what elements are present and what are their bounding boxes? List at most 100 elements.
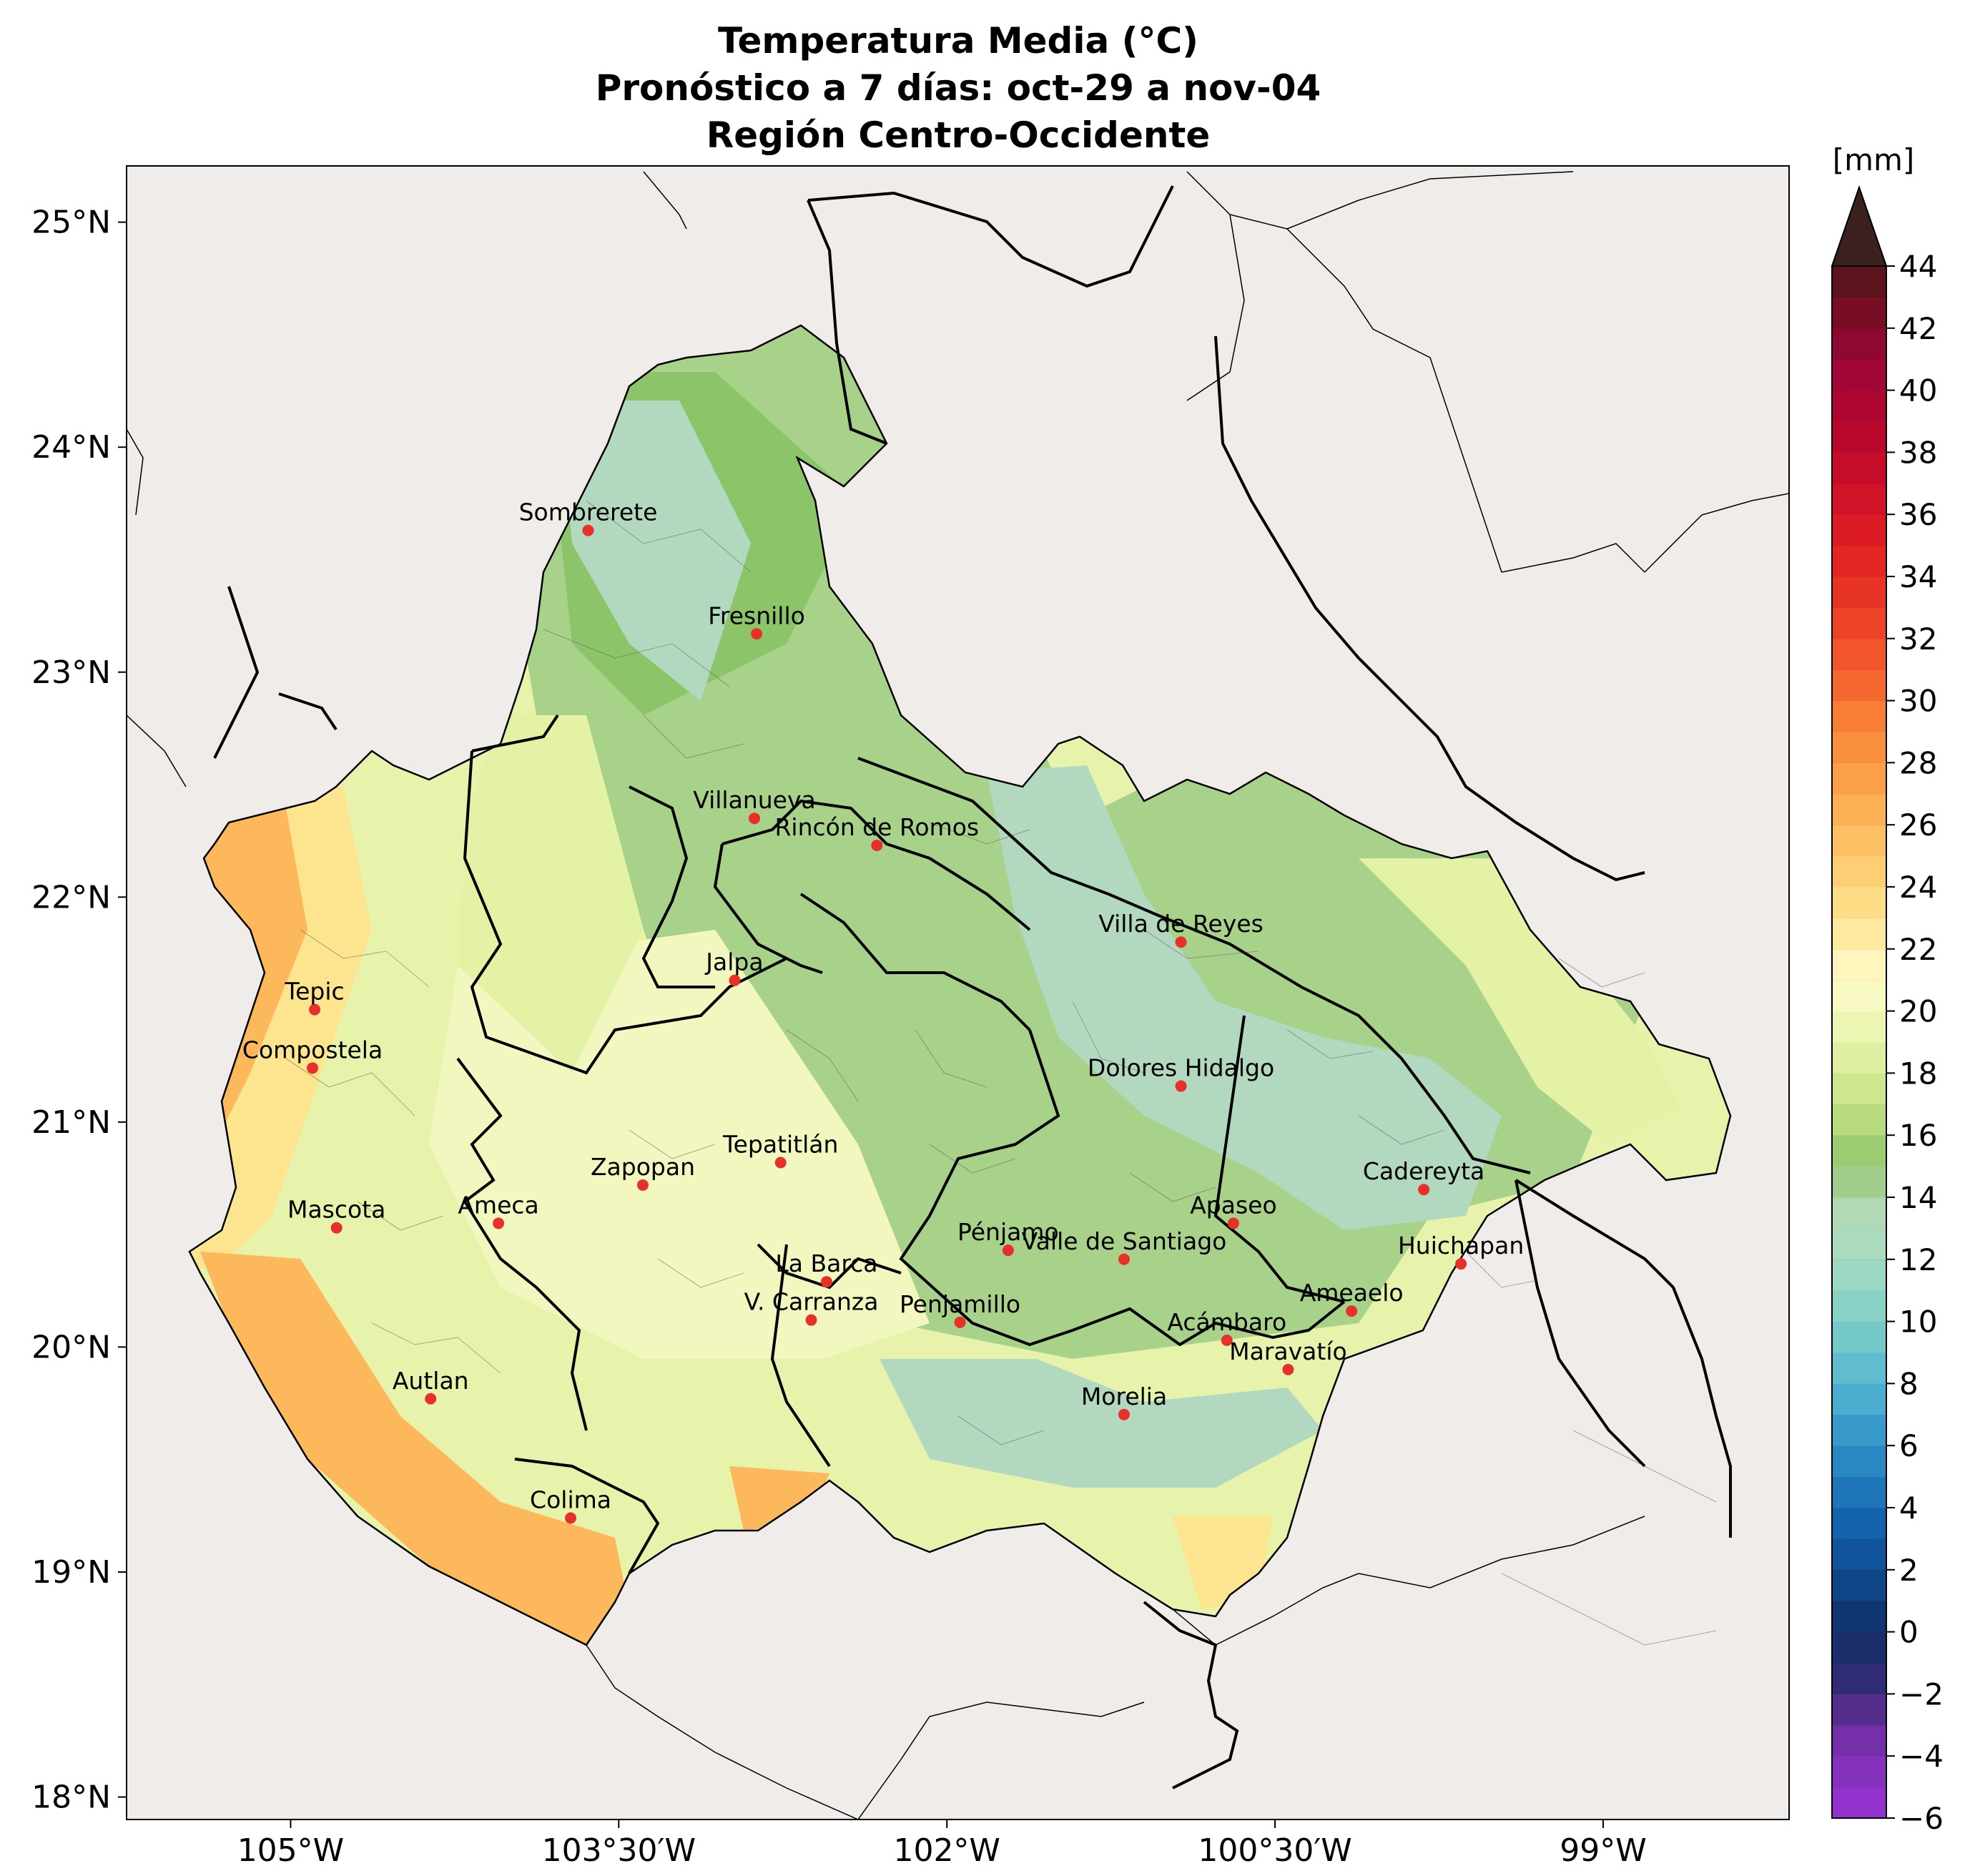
colorbar-ticks: −6−4−20246810121416182022242628303234363… <box>1886 249 1944 1836</box>
colorbar-tick-label: 34 <box>1899 559 1937 594</box>
lat-tick-label: 22°N <box>31 879 111 915</box>
colorbar-band <box>1832 1414 1886 1446</box>
colorbar-band <box>1832 514 1886 546</box>
colorbar-tick-label: 42 <box>1899 311 1937 346</box>
colorbar-frame <box>1831 265 1887 1819</box>
colorbar-band <box>1832 607 1886 639</box>
title-line-2: Pronóstico a 7 días: oct-29 a nov-04 <box>595 67 1321 109</box>
lat-tick-label: 24°N <box>31 429 111 466</box>
colorbar-band <box>1832 297 1886 329</box>
colorbar-band <box>1832 1508 1886 1539</box>
map-title: Temperatura Media (°C) Pronóstico a 7 dí… <box>0 17 1916 159</box>
colorbar-band <box>1832 452 1886 484</box>
colorbar-band <box>1832 948 1886 981</box>
colorbar-band <box>1832 1197 1886 1229</box>
colorbar-band <box>1832 1321 1886 1353</box>
city-marker <box>1175 1080 1187 1092</box>
city-label: Tepatitlán <box>722 1130 838 1158</box>
colorbar-tick-label: 16 <box>1899 1118 1937 1153</box>
region-outline <box>188 324 1732 1646</box>
lon-tick-label: 103°30′W <box>542 1832 696 1869</box>
city-label: Maravatío <box>1229 1337 1347 1365</box>
outer-borders <box>127 171 1789 1819</box>
city-marker <box>636 1179 649 1191</box>
city-label: Compostela <box>242 1036 383 1064</box>
colorbar-band <box>1832 887 1886 918</box>
city-marker <box>805 1314 817 1326</box>
colorbar-band <box>1832 1694 1886 1726</box>
lon-tick-label: 105°W <box>237 1832 345 1869</box>
colorbar-band <box>1832 1538 1886 1571</box>
latitude-ticks: 25°N 24°N 23°N 22°N 21°N 20°N 19°N 18°N <box>31 205 127 1816</box>
city-label: La Barca <box>775 1249 877 1277</box>
colorbar-band <box>1832 266 1886 298</box>
city-marker <box>307 1062 319 1074</box>
longitude-ticks: 105°W 103°30′W 102°W 100°30′W 99°W <box>237 1819 1647 1869</box>
colorbar-band <box>1832 825 1886 857</box>
colorbar-band <box>1832 793 1886 825</box>
city-marker <box>729 974 741 986</box>
colorbar-tick-label: −2 <box>1899 1676 1944 1712</box>
city-label: Apaseo <box>1190 1191 1276 1219</box>
city-marker <box>1455 1258 1467 1270</box>
city-label: Zapopan <box>591 1153 695 1181</box>
lon-tick-label: 102°W <box>893 1832 1000 1869</box>
lon-tick-label: 99°W <box>1560 1832 1647 1869</box>
city-marker <box>1418 1184 1430 1196</box>
city-marker <box>954 1316 966 1328</box>
city-marker <box>751 628 763 640</box>
city-marker <box>1002 1244 1014 1257</box>
colorbar-band <box>1832 1756 1886 1788</box>
colorbar-band <box>1832 1383 1886 1415</box>
city-label: Jalpa <box>704 948 763 976</box>
city-label: Sombrerete <box>519 499 658 526</box>
map-frame <box>126 165 1790 1820</box>
colorbar-tick-label: 18 <box>1899 1056 1937 1091</box>
city-label: Rincón de Romos <box>774 813 979 841</box>
city-label: Tepic <box>285 978 345 1006</box>
lat-tick-label: 19°N <box>31 1554 111 1591</box>
colorbar-extend-arrow <box>1831 185 1888 267</box>
colorbar-band <box>1832 1259 1886 1291</box>
city-label: Villa de Reyes <box>1098 910 1264 938</box>
colorbar-tick-label: 6 <box>1899 1428 1919 1463</box>
city-marker <box>1346 1305 1358 1317</box>
colorbar-tick-label: 38 <box>1899 435 1937 470</box>
municipal-borders <box>285 500 1717 1646</box>
city-label: Penjamillo <box>900 1290 1020 1318</box>
city-label: Cadereyta <box>1363 1157 1484 1185</box>
colorbar-band <box>1832 483 1886 515</box>
colorbar-band <box>1832 1228 1886 1260</box>
title-line-3: Región Centro-Occidente <box>706 114 1211 156</box>
colorbar-tick-label: 40 <box>1899 373 1937 408</box>
city-marker <box>582 524 594 536</box>
colorbar-band <box>1832 1476 1886 1508</box>
colorbar-band <box>1832 1569 1886 1601</box>
city-label: Dolores Hidalgo <box>1088 1054 1274 1082</box>
colorbar-band <box>1832 700 1886 732</box>
state-borders <box>213 185 1732 1789</box>
colorbar-band <box>1832 762 1886 795</box>
colorbar-band <box>1832 1104 1886 1136</box>
colorbar-band <box>1832 1073 1886 1105</box>
colorbar-band <box>1832 1166 1886 1198</box>
colorbar-band <box>1832 918 1886 950</box>
colorbar-tick-label: 36 <box>1899 497 1937 532</box>
colorbar-band <box>1832 1011 1886 1043</box>
title-line-1: Temperatura Media (°C) <box>717 20 1199 62</box>
city-label: V. Carranza <box>744 1288 879 1316</box>
colorbar-band <box>1832 638 1886 670</box>
city-marker <box>1175 936 1187 948</box>
colorbar-band <box>1832 1787 1886 1819</box>
colorbar-band <box>1832 328 1886 360</box>
colorbar-band <box>1832 1631 1886 1664</box>
city-marker <box>774 1156 787 1169</box>
colorbar-tick-label: 4 <box>1899 1491 1919 1526</box>
city-label: Villanueva <box>693 786 815 814</box>
city-marker <box>493 1217 505 1229</box>
colorbar-band <box>1832 1042 1886 1074</box>
lon-tick-label: 100°30′W <box>1198 1832 1351 1869</box>
colorbar-band <box>1832 1290 1886 1322</box>
city-marker <box>1118 1408 1130 1420</box>
